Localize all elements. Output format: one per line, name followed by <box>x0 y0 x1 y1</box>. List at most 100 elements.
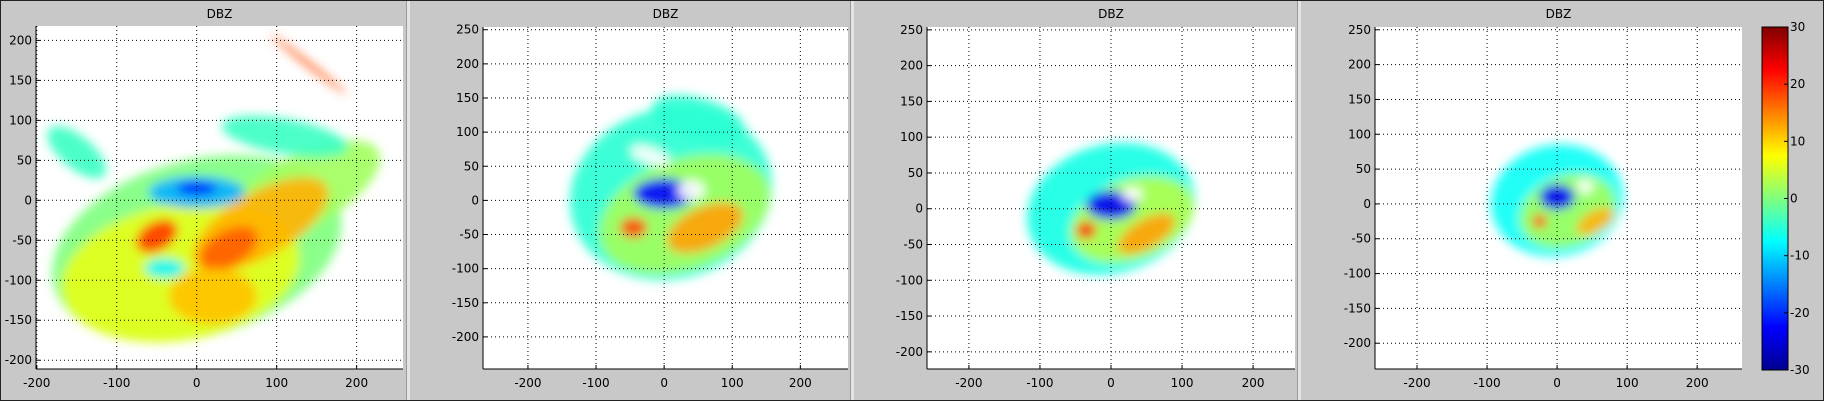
reflectivity-echo <box>168 268 257 325</box>
y-tick-label: 0 <box>915 202 923 216</box>
colorbar-tick-label: 30 <box>1790 20 1805 34</box>
colorbar-tick-label: 20 <box>1790 77 1805 91</box>
panel-title: DBZ <box>207 7 233 21</box>
echo-blur-group <box>47 34 381 343</box>
x-tick-label: 0 <box>660 376 668 390</box>
y-tick-label: 100 <box>900 130 923 144</box>
y-tick-label: -100 <box>5 273 32 287</box>
x-tick-label: -200 <box>955 376 982 390</box>
panel-4: -200 -100 0 100 200 -200 -150 -100 -50 0 50 100 150 2… <box>1344 7 1742 390</box>
y-tick-label: 150 <box>456 91 479 105</box>
panel-title: DBZ <box>653 7 679 21</box>
y-tick-label: -200 <box>1344 336 1371 350</box>
reflectivity-echo <box>631 145 670 167</box>
x-tick-label: -200 <box>514 376 541 390</box>
y-tick-label: 200 <box>456 57 479 71</box>
y-tick-label: -100 <box>1344 267 1371 281</box>
panel-title: DBZ <box>1098 7 1124 21</box>
panel-separator <box>406 0 410 401</box>
y-tick-label: 200 <box>900 59 923 73</box>
panel-title: DBZ <box>1546 7 1572 21</box>
y-tick-label: 150 <box>9 73 32 87</box>
reflectivity-echo <box>144 258 185 278</box>
y-tick-label: 200 <box>1348 58 1371 72</box>
reflectivity-echo <box>136 219 178 254</box>
y-tick-label: 250 <box>1348 23 1371 37</box>
y-tick-label: 150 <box>1348 92 1371 106</box>
colorbar-tick-label: -20 <box>1790 306 1810 320</box>
reflectivity-echo <box>270 34 347 94</box>
y-tick-label: 0 <box>24 193 32 207</box>
reflectivity-echo <box>1076 221 1097 239</box>
panel-separator <box>1297 0 1301 401</box>
y-tick-label: -200 <box>452 330 479 344</box>
panel-1: -200 -100 0 100 200 -200 -150 -100 -50 0 50 100 150 2… <box>5 7 403 390</box>
y-tick-label: 100 <box>456 125 479 139</box>
x-tick-label: -200 <box>1403 376 1430 390</box>
reflectivity-echo <box>1576 179 1594 194</box>
colorbar: 30 20 10 0 -10 -20 -30 <box>1761 20 1810 377</box>
reflectivity-echo <box>1121 187 1143 202</box>
y-tick-label: 0 <box>471 193 479 207</box>
x-tick-label: 200 <box>1686 376 1709 390</box>
echo-blur-group <box>569 95 773 281</box>
panel-3: -200 -100 0 100 200 -200 -150 -100 -50 0 50 100 150 2… <box>896 7 1295 390</box>
x-tick-label: 0 <box>1107 376 1115 390</box>
reflectivity-echo <box>666 202 744 254</box>
y-tick-label: -100 <box>896 273 923 287</box>
y-tick-label: -150 <box>5 313 32 327</box>
panel-2: -200 -100 0 100 200 -200 -150 -100 -50 0 50 100 150 2… <box>452 7 848 390</box>
x-tick-label: 200 <box>345 376 368 390</box>
echo-layer <box>569 95 773 281</box>
colorbar-tick-label: 0 <box>1790 192 1798 206</box>
y-tick-label: 150 <box>900 94 923 108</box>
y-tick-label: -150 <box>1344 301 1371 315</box>
reflectivity-echo <box>1539 184 1575 210</box>
x-tick-label: -100 <box>1026 376 1053 390</box>
reflectivity-echo <box>1532 214 1547 229</box>
x-tick-label: -100 <box>582 376 609 390</box>
y-tick-label: 200 <box>9 33 32 47</box>
reflectivity-echo <box>176 181 217 195</box>
x-tick-label: 200 <box>789 376 812 390</box>
y-tick-label: 0 <box>1363 197 1371 211</box>
echo-layer <box>47 34 381 343</box>
y-tick-label: -50 <box>903 238 923 252</box>
reflectivity-echo <box>47 126 107 179</box>
y-tick-label: -200 <box>5 353 32 367</box>
reflectivity-echo <box>619 217 648 238</box>
x-tick-label: 100 <box>721 376 744 390</box>
y-tick-label: 100 <box>9 113 32 127</box>
x-tick-label: -200 <box>23 376 50 390</box>
colorbar-gradient <box>1761 26 1789 371</box>
reflectivity-echo <box>199 226 258 271</box>
y-tick-label: -50 <box>12 233 32 247</box>
y-tick-label: -50 <box>1351 232 1371 246</box>
y-tick-label: -150 <box>896 309 923 323</box>
x-tick-label: 0 <box>193 376 201 390</box>
y-tick-label: 50 <box>908 166 923 180</box>
x-tick-label: -100 <box>103 376 130 390</box>
colorbar-tick-label: 10 <box>1790 134 1805 148</box>
reflectivity-echo <box>677 179 705 201</box>
x-tick-label: -100 <box>1473 376 1500 390</box>
y-tick-label: 50 <box>17 153 32 167</box>
x-tick-label: 100 <box>1171 376 1194 390</box>
y-tick-label: 100 <box>1348 127 1371 141</box>
y-tick-label: 50 <box>464 159 479 173</box>
y-tick-label: -50 <box>459 228 479 242</box>
y-tick-label: 50 <box>1356 162 1371 176</box>
colorbar-tick-label: -30 <box>1790 363 1810 377</box>
x-tick-label: 100 <box>265 376 288 390</box>
x-tick-label: 100 <box>1616 376 1639 390</box>
reflectivity-echo <box>1576 207 1615 236</box>
y-tick-label: -150 <box>452 296 479 310</box>
y-tick-label: 250 <box>456 23 479 37</box>
x-tick-label: 0 <box>1553 376 1561 390</box>
echo-blur-group <box>1490 144 1624 257</box>
y-tick-label: -200 <box>896 345 923 359</box>
echo-layer <box>1490 144 1624 257</box>
y-tick-label: -100 <box>452 262 479 276</box>
x-tick-label: 200 <box>1242 376 1265 390</box>
